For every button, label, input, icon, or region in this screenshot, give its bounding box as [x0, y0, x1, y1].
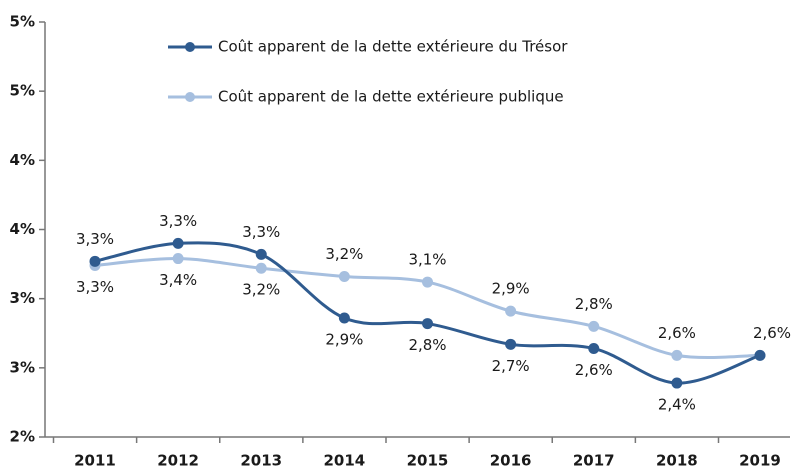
- legend-label: Coût apparent de la dette extérieure pub…: [218, 88, 564, 106]
- data-label: 2,9%: [325, 331, 363, 349]
- data-point: [255, 262, 267, 274]
- legend-label: Coût apparent de la dette extérieure du …: [218, 38, 568, 56]
- y-tick-label: 4%: [10, 220, 35, 238]
- data-point: [255, 248, 267, 260]
- data-label: 3,1%: [408, 251, 446, 269]
- data-point: [671, 349, 683, 361]
- y-tick-label: 2%: [10, 428, 35, 446]
- data-point: [422, 276, 433, 288]
- data-point: [505, 305, 517, 317]
- data-point: [172, 237, 184, 249]
- data-point: [422, 318, 433, 330]
- data-label: 2,6%: [575, 361, 613, 379]
- data-point: [671, 377, 683, 389]
- legend-marker: [185, 42, 195, 52]
- x-tick-label: 2017: [573, 452, 615, 470]
- data-point: [588, 342, 600, 354]
- legend-marker: [185, 92, 195, 102]
- y-tick-label: 5%: [10, 13, 35, 31]
- data-point: [505, 338, 517, 350]
- x-tick-label: 2019: [739, 452, 781, 470]
- y-tick-label: 5%: [10, 82, 35, 100]
- y-tick-label: 3%: [10, 358, 35, 376]
- x-tick-label: 2013: [240, 452, 282, 470]
- data-label: 2,9%: [492, 280, 530, 298]
- data-label: 3,2%: [325, 245, 363, 263]
- x-tick-label: 2012: [157, 452, 199, 470]
- data-point: [172, 253, 184, 265]
- x-tick-label: 2016: [490, 452, 532, 470]
- x-tick-label: 2014: [324, 452, 366, 470]
- data-point: [338, 271, 350, 283]
- data-label: 3,3%: [159, 212, 197, 230]
- data-label: 2,4%: [658, 396, 696, 414]
- data-point: [89, 255, 101, 267]
- data-label: 2,7%: [492, 357, 530, 375]
- data-label: 3,2%: [242, 281, 280, 299]
- x-tick-label: 2011: [74, 452, 116, 470]
- data-label: 2,8%: [408, 336, 446, 354]
- data-point: [338, 312, 350, 324]
- x-tick-label: 2015: [407, 452, 449, 470]
- data-label: 2,8%: [575, 295, 613, 313]
- data-label: 3,3%: [242, 223, 280, 241]
- data-label: 3,4%: [159, 271, 197, 289]
- data-label: 2,6%: [753, 324, 791, 342]
- data-label: 3,3%: [76, 230, 114, 248]
- data-point: [754, 349, 766, 361]
- y-tick-label: 3%: [10, 289, 35, 307]
- data-label: 3,3%: [76, 278, 114, 296]
- data-label: 2,6%: [658, 324, 696, 342]
- y-tick-label: 4%: [10, 151, 35, 169]
- data-point: [588, 320, 600, 332]
- x-tick-label: 2018: [656, 452, 698, 470]
